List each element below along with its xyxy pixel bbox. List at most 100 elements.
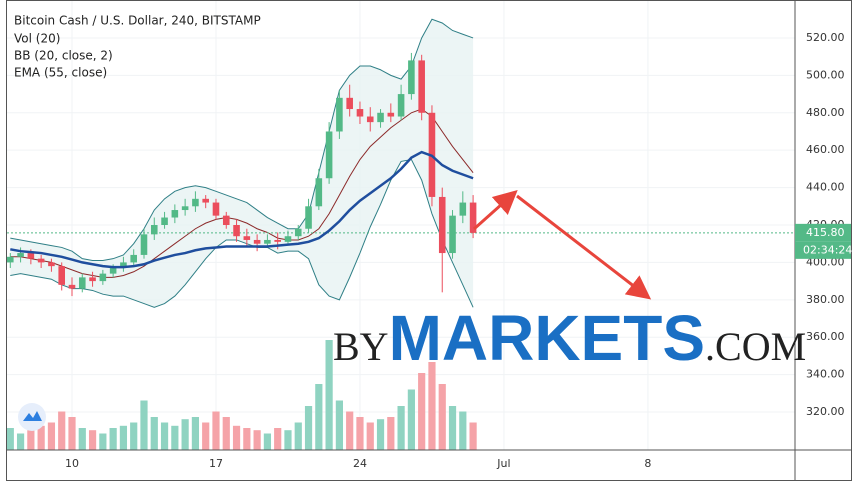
candle-body xyxy=(356,109,364,117)
volume-bar xyxy=(119,425,128,450)
candle-body xyxy=(181,206,189,211)
volume-bar xyxy=(469,422,477,450)
candle-body xyxy=(346,97,353,110)
candle-body xyxy=(377,112,384,123)
candle-body xyxy=(294,228,302,237)
volume-bar xyxy=(212,411,220,450)
candle-body xyxy=(161,217,168,225)
annotation-arrows xyxy=(473,190,652,300)
bb-basis xyxy=(10,108,474,278)
volume-bar xyxy=(78,428,86,450)
candle-body xyxy=(212,202,220,216)
band-fill xyxy=(10,19,474,308)
candle-body xyxy=(438,196,446,254)
volume-bar xyxy=(243,428,251,450)
bb-upper xyxy=(10,18,474,262)
volume-bar xyxy=(171,425,179,450)
volume-bar xyxy=(232,425,241,450)
volume-bar xyxy=(304,406,313,450)
y-tick-label: 520.00 xyxy=(806,31,845,44)
x-tick-label: 8 xyxy=(644,457,651,470)
volume-bar xyxy=(438,384,446,450)
volume-bar xyxy=(130,422,138,450)
x-tick-label: 17 xyxy=(209,457,223,470)
logo xyxy=(18,403,46,431)
volume-bar xyxy=(459,411,467,450)
volume-bar xyxy=(294,422,302,450)
candle-body xyxy=(171,210,179,218)
candle-body xyxy=(274,239,281,242)
candle-body xyxy=(469,202,477,233)
candle-body xyxy=(7,256,14,263)
candle-body xyxy=(387,112,395,117)
candle-body xyxy=(58,266,66,285)
candle-body xyxy=(408,60,415,95)
x-tick-label: 24 xyxy=(353,457,367,470)
volume-bar xyxy=(428,362,436,450)
candle-body xyxy=(99,273,107,282)
volume-bar xyxy=(325,340,333,450)
candle-body xyxy=(192,198,199,207)
volume-bar xyxy=(27,430,35,450)
candle-body xyxy=(150,225,158,235)
legend-bb: BB (20, close, 2) xyxy=(14,49,113,63)
candle-body xyxy=(120,262,127,269)
watermark-prefix: BY xyxy=(333,324,389,369)
candle-body xyxy=(27,253,35,259)
volume-bar xyxy=(376,419,385,450)
volume-bar xyxy=(16,433,25,450)
volume-bar xyxy=(181,419,189,450)
candle-body xyxy=(325,131,333,179)
last-price-label: 415.80 xyxy=(806,226,845,239)
volume-bar xyxy=(37,425,45,450)
watermark: BYMARKETS.COM xyxy=(333,302,806,374)
y-tick-label: 340.00 xyxy=(806,368,845,381)
countdown-box xyxy=(795,241,851,259)
volume-bar xyxy=(387,417,395,450)
y-tick-label: 320.00 xyxy=(806,405,845,418)
volume-bar xyxy=(263,433,272,450)
y-tick-label: 440.00 xyxy=(806,181,845,194)
candle-body xyxy=(397,94,405,117)
candle-body xyxy=(336,97,343,132)
volume-bar xyxy=(407,389,415,450)
volume-bar xyxy=(315,384,323,450)
candle-body xyxy=(366,116,374,123)
x-tick-label: Jul xyxy=(496,457,510,470)
candle-body xyxy=(243,236,251,240)
y-tick-label: 360.00 xyxy=(806,330,845,343)
volume-bar xyxy=(99,433,107,450)
legend-volume: Vol (20) xyxy=(14,32,60,46)
legend-ema: EMA (55, close) xyxy=(14,66,107,80)
arrow-up xyxy=(473,190,518,231)
volume-bar xyxy=(202,422,210,450)
watermark-brand: MARKETS xyxy=(389,302,705,374)
candle-body xyxy=(78,277,86,289)
volume-bar xyxy=(47,422,56,450)
volume-bar xyxy=(346,411,354,450)
candle-body xyxy=(17,253,24,257)
candle-body xyxy=(233,225,240,237)
volume-bar xyxy=(284,430,292,450)
candle-body xyxy=(222,215,230,225)
candle-body xyxy=(264,239,271,244)
volume-bar xyxy=(88,430,97,450)
volume-bar xyxy=(253,430,261,450)
candle-body xyxy=(130,254,137,263)
candle-body xyxy=(37,258,45,263)
chart-title: Bitcoin Cash / U.S. Dollar, 240, BITSTAM… xyxy=(14,14,261,28)
volume-bar xyxy=(397,406,405,450)
volume-bar xyxy=(6,428,14,450)
volume-bar xyxy=(448,406,457,450)
volume-bar xyxy=(191,417,200,450)
volume-bar xyxy=(109,428,117,450)
y-tick-label: 500.00 xyxy=(806,68,845,81)
countdown-label: 02:34:24 xyxy=(803,243,852,256)
volume-bar xyxy=(222,417,230,450)
y-tick-label: 380.00 xyxy=(806,293,845,306)
volume-bar xyxy=(58,411,66,450)
y-tick-label: 480.00 xyxy=(806,106,845,119)
volume-bar xyxy=(274,428,282,450)
candle-body xyxy=(89,277,96,282)
